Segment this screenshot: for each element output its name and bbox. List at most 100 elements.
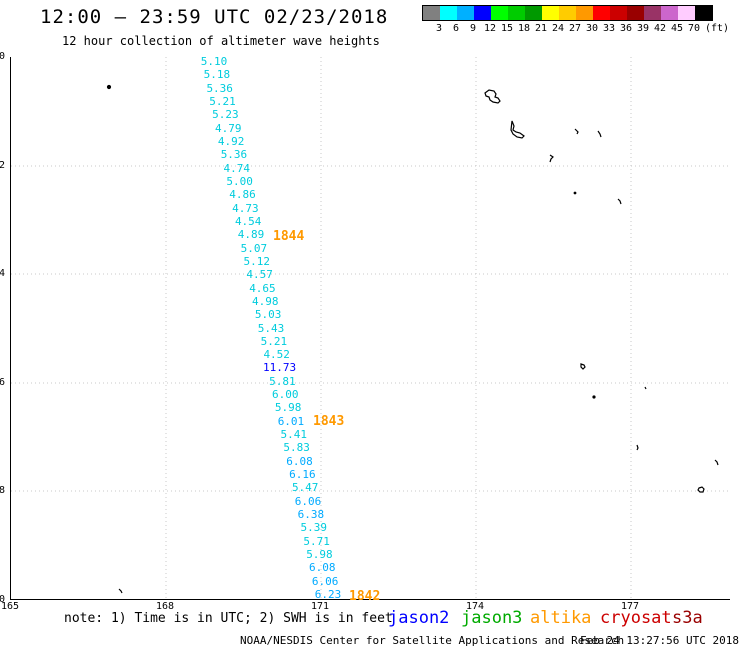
- island-funafuti: [697, 486, 705, 493]
- wave-height-value: 4.86: [229, 188, 256, 202]
- wave-height-value: 5.36: [206, 81, 233, 95]
- wave-height-value: 4.79: [215, 121, 242, 135]
- lon-tick-label: 174: [466, 601, 485, 612]
- island-nonouti: [549, 154, 554, 163]
- color-scale-label: 24: [551, 23, 565, 34]
- color-swatch: [627, 6, 644, 20]
- wave-height-value: 11.73: [262, 361, 297, 375]
- pass-time-label: 1844: [273, 229, 305, 244]
- color-scale-label: 6: [452, 23, 460, 34]
- wave-height-value: 5.07: [240, 241, 268, 255]
- island-nukufetau: [636, 444, 639, 451]
- wave-height-value: 5.36: [220, 148, 248, 162]
- color-swatch: [610, 6, 627, 20]
- wave-height-value: 5.00: [226, 174, 253, 188]
- wave-height-value: 5.21: [260, 334, 288, 348]
- color-scale-label: 12: [483, 23, 497, 34]
- wave-height-value: 5.98: [306, 548, 333, 562]
- color-scale-unit: (ft): [704, 23, 730, 34]
- color-scale-label: 27: [568, 23, 582, 34]
- pass-time-label: 1842: [349, 589, 381, 604]
- color-swatch: [508, 6, 525, 20]
- color-scale-label: 3: [435, 23, 443, 34]
- wave-height-value: 6.23: [314, 588, 342, 601]
- island-funafuti-east: [714, 459, 719, 466]
- color-swatch: [525, 6, 542, 20]
- island-tabiteuea: [573, 191, 577, 195]
- color-swatch: [661, 6, 678, 20]
- lat-tick-label: -4: [0, 268, 5, 280]
- color-scale-label: 18: [517, 23, 531, 34]
- island-abemama: [510, 120, 525, 139]
- wave-height-value: 4.98: [252, 294, 279, 308]
- wave-height-value: 6.38: [297, 508, 325, 522]
- wave-height-value: 6.01: [277, 414, 305, 428]
- island-rotuma: [118, 588, 123, 594]
- lat-tick-label: -2: [0, 159, 5, 171]
- color-swatch: [440, 6, 457, 20]
- map-title: 12:00 – 23:59 UTC 02/23/2018: [40, 6, 389, 28]
- wave-height-value: 5.18: [203, 68, 231, 82]
- map-canvas: [11, 57, 731, 600]
- wave-height-value: 4.52: [263, 348, 290, 362]
- wave-height-value: 5.03: [254, 308, 282, 322]
- wave-height-value: 5.47: [291, 481, 319, 495]
- satellite-legend-jason2: jason2: [388, 608, 450, 628]
- lat-tick-label: -10: [0, 594, 5, 605]
- color-scale-label: 9: [469, 23, 477, 34]
- lon-tick-label: 177: [621, 601, 640, 612]
- lon-tick-label: 168: [156, 601, 175, 612]
- wave-height-value: 5.41: [280, 428, 308, 442]
- island-nauru: [106, 84, 112, 90]
- wave-height-value: 5.81: [269, 374, 296, 388]
- color-scale-label: 45: [670, 23, 684, 34]
- satellite-legend-cryosat: cryosat: [600, 608, 672, 628]
- lon-tick-label: 165: [1, 601, 20, 612]
- color-scale-label: 70: [687, 23, 701, 34]
- satellite-legend-jason3: jason3: [461, 608, 523, 628]
- color-scale-label: 33: [602, 23, 616, 34]
- color-scale-labels: 3 6 9 12 15 18 21 24 27 30 33 36 39 42 45 70 (ft): [422, 21, 729, 34]
- wave-height-value: 4.57: [246, 268, 273, 282]
- island-kuria: [574, 128, 579, 135]
- color-scale-label: 21: [534, 23, 548, 34]
- lat-tick-label: -8: [0, 485, 5, 497]
- wave-height-value: 5.12: [243, 254, 271, 268]
- wave-height-value: 5.10: [200, 55, 228, 68]
- island-nui: [644, 386, 647, 390]
- color-scale-label: 36: [619, 23, 633, 34]
- color-scale-swatches: [422, 5, 713, 21]
- wave-height-value: 4.74: [223, 161, 251, 175]
- wave-height-value: 5.98: [274, 401, 302, 415]
- units-note: note: 1) Time is in UTC; 2) SWH is in fe…: [64, 611, 393, 626]
- map-grid: [11, 57, 731, 600]
- island-outlines: [106, 84, 719, 594]
- wave-height-value: 5.43: [257, 321, 285, 335]
- wave-height-value: 4.73: [232, 201, 259, 215]
- color-swatch: [576, 6, 593, 20]
- wave-height-value: 5.83: [283, 441, 310, 455]
- wave-height-value: 5.71: [303, 534, 330, 548]
- wave-height-value: 6.08: [286, 454, 313, 468]
- color-swatch: [593, 6, 610, 20]
- color-swatch: [695, 6, 712, 20]
- wave-height-value: 6.06: [294, 494, 322, 508]
- lat-tick-label: -6: [0, 376, 5, 388]
- wave-height-value: 4.54: [234, 214, 262, 228]
- pass-time-label: 1843: [313, 414, 345, 429]
- island-nanumea: [580, 363, 586, 370]
- color-swatch: [678, 6, 695, 20]
- wave-height-value: 5.39: [300, 521, 328, 535]
- wave-height-value: 5.21: [209, 94, 236, 108]
- color-swatch: [542, 6, 559, 20]
- map-subtitle: 12 hour collection of altimeter wave hei…: [62, 34, 380, 48]
- wave-height-value: 4.92: [217, 134, 245, 148]
- island-niutao: [592, 395, 596, 399]
- wave-height-value: 6.00: [272, 388, 299, 402]
- color-swatch: [423, 6, 440, 20]
- wave-height-color-scale: 3 6 9 12 15 18 21 24 27 30 33 36 39 42 45 70 (ft): [422, 5, 729, 34]
- color-swatch: [559, 6, 576, 20]
- color-scale-label: 42: [653, 23, 667, 34]
- satellite-legend-altika: altika: [530, 608, 592, 628]
